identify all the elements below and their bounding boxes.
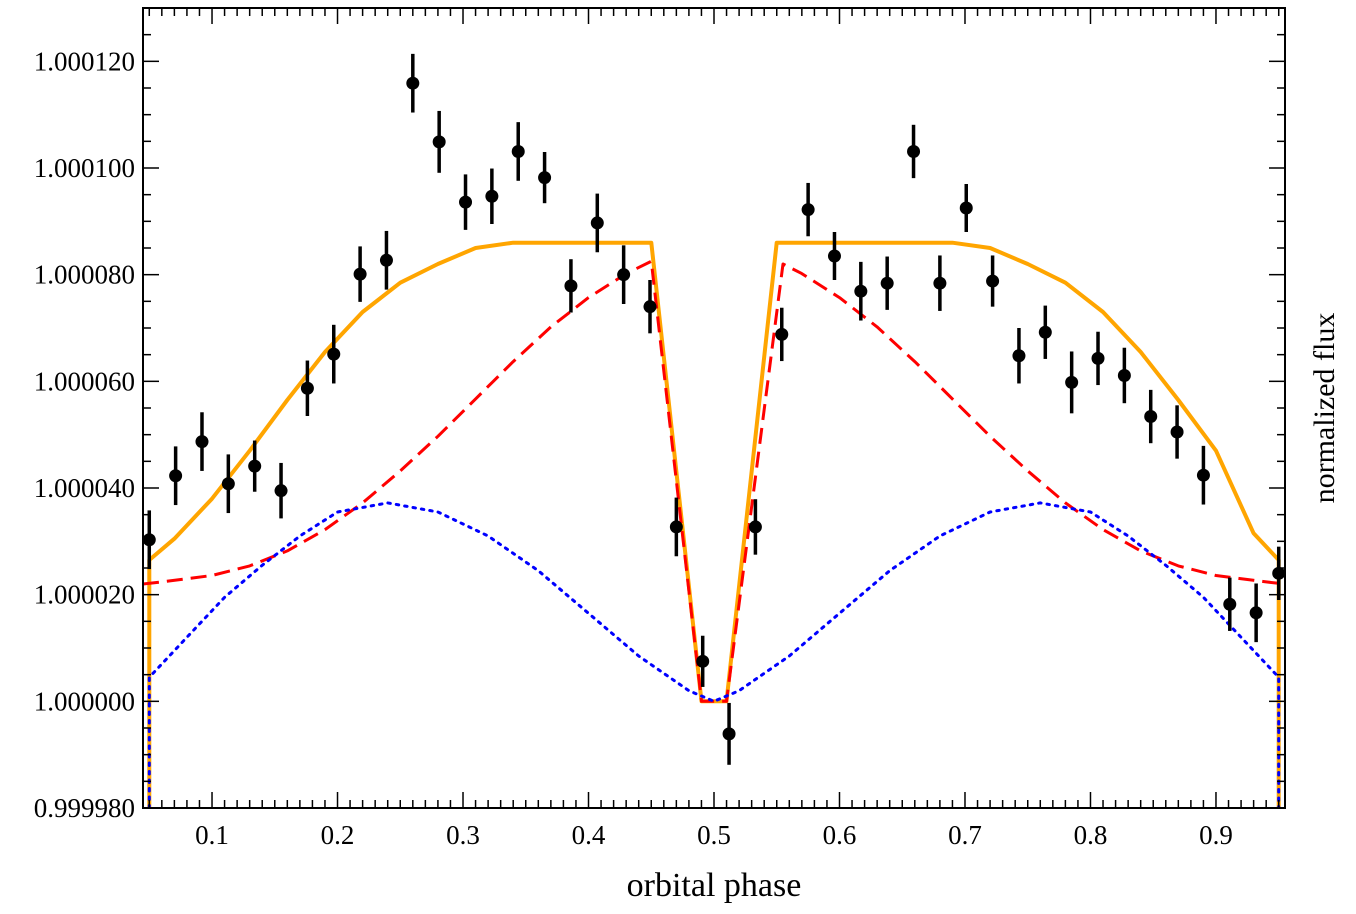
data-point [221, 477, 235, 491]
data-point [248, 459, 262, 473]
data-point [169, 469, 183, 483]
data-point [669, 520, 683, 534]
x-tick-label: 0.6 [823, 820, 857, 850]
component-dotted-curve [147, 501, 1281, 808]
x-tick-label: 0.4 [572, 820, 606, 850]
data-point [1223, 597, 1237, 611]
data-point [379, 253, 393, 267]
data-point [1117, 368, 1131, 382]
data-point [827, 249, 841, 263]
data-point [986, 274, 1000, 288]
data-point [775, 327, 789, 341]
x-axis-title: orbital phase [627, 867, 802, 904]
data-point [564, 279, 578, 293]
component-dashed-curve [143, 259, 1285, 703]
data-point [643, 300, 657, 314]
y-tick-label: 1.000120 [34, 46, 135, 76]
data-point [590, 216, 604, 230]
data-point [801, 203, 815, 217]
data-point [195, 435, 209, 449]
data-point [933, 276, 947, 290]
x-tick-label: 0.9 [1199, 820, 1233, 850]
x-tick-label: 0.7 [948, 820, 982, 850]
y-tick-label: 1.000100 [34, 153, 135, 183]
data-point [959, 201, 973, 215]
y-tick-label: 0.999980 [34, 793, 135, 823]
tick-labels: 0.1 0.2 0.3 0.4 0.5 0.6 0.7 0.8 0.9 0.999980 1.000… [34, 46, 1233, 850]
data-point [406, 76, 420, 90]
data-point [722, 727, 736, 741]
data-point [1249, 606, 1263, 620]
axis-ticks [143, 7, 1285, 809]
data-point [432, 135, 446, 149]
data-point [1170, 425, 1184, 439]
data-point [1038, 325, 1052, 339]
data-point [748, 520, 762, 534]
data-points [142, 53, 1286, 765]
y-tick-label: 1.000020 [34, 580, 135, 610]
y-tick-label: 1.000060 [34, 366, 135, 396]
data-point [300, 381, 314, 395]
x-tick-label: 0.8 [1074, 820, 1108, 850]
data-point [1196, 468, 1210, 482]
x-tick-label: 0.1 [195, 820, 229, 850]
data-point [617, 268, 631, 282]
data-point [1065, 375, 1079, 389]
data-point [459, 195, 473, 209]
data-point [880, 276, 894, 290]
data-point [1091, 351, 1105, 365]
data-point [1144, 410, 1158, 424]
data-point [854, 284, 868, 298]
data-point [142, 533, 156, 547]
data-point [1272, 566, 1286, 580]
x-tick-label: 0.2 [321, 820, 355, 850]
plot-frame [142, 7, 1286, 809]
data-point [327, 347, 341, 361]
y-axis-title: normalized flux [1308, 313, 1341, 504]
data-point [511, 144, 525, 158]
data-point [907, 144, 921, 158]
data-point [353, 267, 367, 281]
x-tick-label: 0.5 [697, 820, 731, 850]
x-tick-label: 0.3 [446, 820, 480, 850]
y-tick-label: 1.000040 [34, 473, 135, 503]
data-point [696, 654, 710, 668]
y-tick-label: 1.000000 [34, 686, 135, 716]
data-point [538, 171, 552, 185]
data-point [274, 484, 288, 498]
data-point [485, 189, 499, 203]
data-point [1012, 349, 1026, 363]
y-tick-label: 1.000080 [34, 260, 135, 290]
